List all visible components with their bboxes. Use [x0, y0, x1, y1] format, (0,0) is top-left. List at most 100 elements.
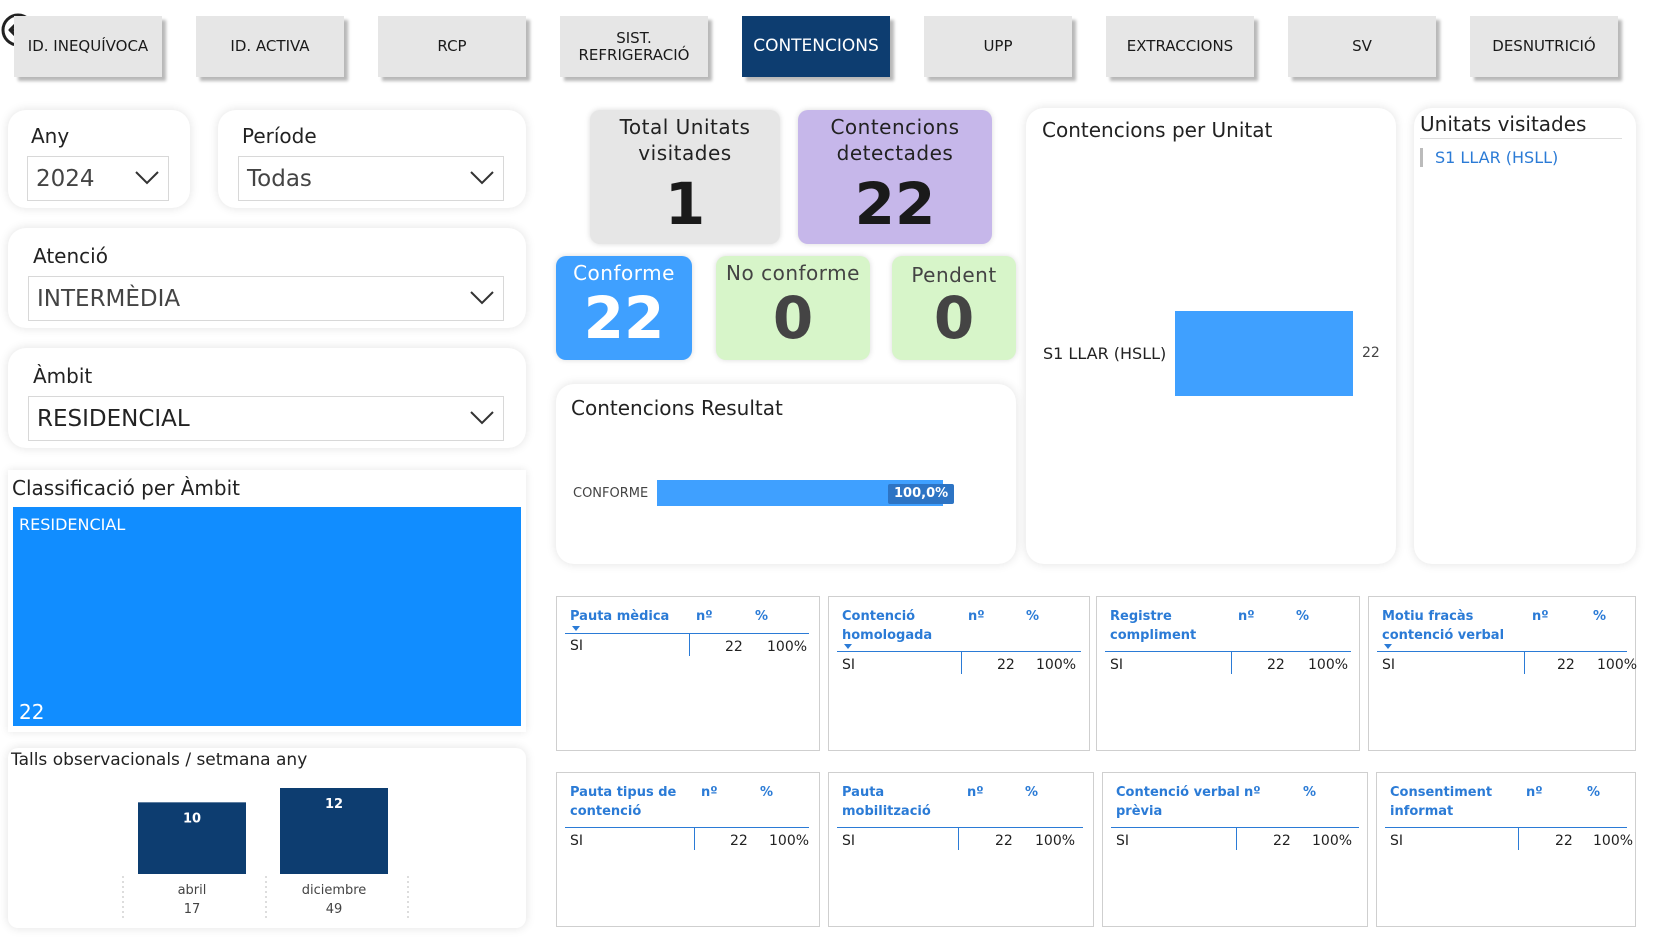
sort-down-icon[interactable]: [844, 644, 852, 649]
tab-desnutricio[interactable]: DESNUTRICIÓ: [1470, 16, 1618, 77]
tab-contencions[interactable]: CONTENCIONS: [742, 16, 890, 77]
kpi-contencions: Contencions detectades 22: [798, 110, 992, 244]
any-dropdown[interactable]: 2024: [27, 156, 169, 201]
ambit-label: Àmbit: [33, 364, 93, 388]
tab-extraccions[interactable]: EXTRACCIONS: [1106, 16, 1254, 77]
periode-value: Todas: [247, 165, 312, 192]
col-pct-header: %: [1026, 609, 1040, 624]
table-header: Pauta mèdica: [570, 609, 670, 624]
row-label: SI: [1382, 657, 1396, 673]
any-value: 2024: [36, 165, 95, 192]
header-underline: [1385, 827, 1627, 828]
row-label: SI: [1110, 657, 1124, 673]
kpi-no-conforme-label: No conforme: [726, 261, 860, 285]
kpi-total-unitats: Total Unitats visitades 1: [590, 110, 780, 244]
kpi-conforme-value: 22: [583, 284, 665, 352]
row-pct: 100%: [1308, 657, 1349, 673]
col-pct-header: %: [760, 785, 774, 800]
classificacio-card: Classificació per Àmbit RESIDENCIAL 22: [8, 470, 526, 732]
resultat-data-label: 100,0%: [888, 484, 955, 504]
atencio-slicer: Atenció INTERMÈDIA: [8, 228, 526, 328]
treemap-tile-residencial[interactable]: RESIDENCIAL 22: [13, 507, 521, 726]
resultat-card: Contencions Resultat CONFORME 100,0%: [556, 384, 1016, 564]
header-underline: [837, 827, 1083, 828]
column-separator: [694, 828, 695, 850]
ambit-dropdown[interactable]: RESIDENCIAL: [28, 396, 504, 441]
kpi-total-unitats-value: 1: [664, 170, 706, 238]
talls-title: Talls observacionals / setmana any: [11, 750, 308, 770]
row-pct: 100%: [1597, 657, 1638, 673]
tab-sist-refrigeracio[interactable]: SIST. REFRIGERACIÓ: [560, 16, 708, 77]
column-separator: [689, 634, 690, 656]
kpi-no-conforme: No conforme 0: [716, 256, 870, 360]
atencio-label: Atenció: [33, 244, 108, 268]
tab-label: UPP: [983, 37, 1013, 55]
row-label: SI: [570, 833, 584, 849]
unitats-item[interactable]: S1 LLAR (HSLL): [1420, 148, 1558, 167]
table-pauta-medica: Pauta mèdica nº % SI 22 100%: [556, 596, 820, 751]
ambit-slicer: Àmbit RESIDENCIAL: [8, 348, 526, 448]
sort-down-icon[interactable]: [1384, 644, 1392, 649]
header-underline: [565, 827, 809, 828]
col-pct-header: %: [1303, 785, 1317, 800]
col-n-header: nº: [1244, 785, 1261, 800]
table-pauta-mobilitzacio: Pauta mobilització nº % SI 22 100%: [828, 772, 1094, 927]
kpi-total-unitats-label: Total Unitats visitades: [619, 115, 751, 165]
tab-upp[interactable]: UPP: [924, 16, 1072, 77]
col-n-header: nº: [968, 609, 985, 624]
col-pct-header: %: [1593, 609, 1607, 624]
talls-tick-label: 49: [326, 902, 343, 917]
kpi-conforme-label: Conforme: [573, 261, 675, 285]
any-label: Any: [31, 124, 70, 148]
table-header: Registre compliment: [1110, 609, 1197, 643]
kpi-pendent: Pendent 0: [892, 256, 1016, 360]
row-label: SI: [1390, 833, 1404, 849]
row-pct: 100%: [1593, 833, 1634, 849]
header-underline: [1377, 651, 1627, 652]
chevron-down-icon: [470, 291, 494, 305]
tab-sv[interactable]: SV: [1288, 16, 1436, 77]
periode-dropdown[interactable]: Todas: [238, 156, 504, 201]
row-label: SI: [842, 657, 856, 673]
per-unitat-category: S1 LLAR (HSLL): [1043, 344, 1167, 363]
per-unitat-bar[interactable]: [1175, 311, 1353, 396]
header-underline: [565, 633, 809, 634]
talls-chart: 10 abril 17 12 diciembre 49: [122, 788, 409, 920]
table-header: Motiu fracàs contenció verbal: [1382, 609, 1505, 643]
col-n-header: nº: [696, 609, 713, 624]
talls-bar[interactable]: [280, 788, 388, 874]
row-n: 22: [997, 657, 1015, 673]
table-header: Consentiment informat: [1390, 785, 1493, 819]
unitats-card: Unitats visitades S1 LLAR (HSLL): [1414, 108, 1636, 564]
column-separator: [1518, 828, 1519, 850]
resultat-title: Contencions Resultat: [571, 396, 783, 420]
table-pauta-tipus: Pauta tipus de contenció nº % SI 22 100%: [556, 772, 820, 927]
col-pct-header: %: [1296, 609, 1310, 624]
row-n: 22: [1555, 833, 1573, 849]
header-underline: [1111, 827, 1359, 828]
atencio-dropdown[interactable]: INTERMÈDIA: [28, 276, 504, 321]
row-n: 22: [995, 833, 1013, 849]
any-slicer: Any 2024: [8, 110, 190, 208]
talls-tick-label: abril: [178, 883, 207, 898]
chevron-down-icon: [470, 171, 494, 185]
row-n: 22: [730, 833, 748, 849]
per-unitat-title: Contencions per Unitat: [1042, 118, 1273, 142]
row-pct: 100%: [767, 639, 808, 655]
kpi-contencions-label: Contencions detectades: [830, 115, 960, 165]
row-n: 22: [1267, 657, 1285, 673]
tab-label: SIST. REFRIGERACIÓ: [578, 28, 690, 64]
talls-bar[interactable]: [138, 802, 246, 874]
tab-id-inequivoca[interactable]: ID. INEQUÍVOCA: [14, 16, 162, 77]
chevron-down-icon: [135, 171, 159, 185]
tab-id-activa[interactable]: ID. ACTIVA: [196, 16, 344, 77]
table-header: Contenció verbal prèvia: [1116, 785, 1240, 819]
sort-down-icon[interactable]: [572, 626, 580, 631]
tab-label: SV: [1352, 37, 1372, 55]
col-pct-header: %: [1025, 785, 1039, 800]
unitats-divider: [1420, 138, 1622, 139]
column-separator: [958, 828, 959, 850]
tab-rcp[interactable]: RCP: [378, 16, 526, 77]
tab-label: ID. INEQUÍVOCA: [27, 37, 149, 55]
